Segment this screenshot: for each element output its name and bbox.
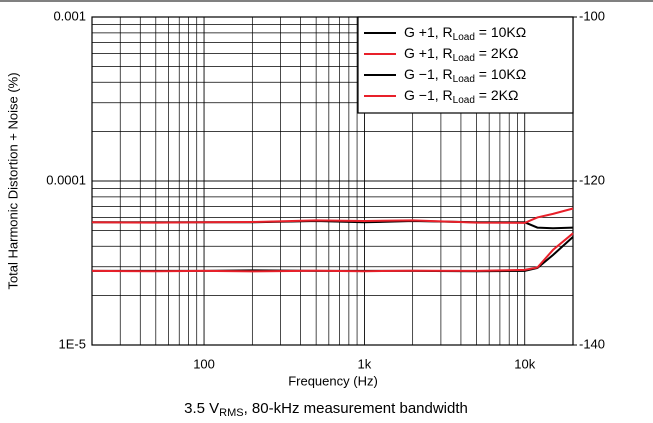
legend-label-subscript: Load	[453, 74, 475, 85]
legend-label-part: = 2KΩ	[475, 87, 519, 103]
y-tick-label: 0.001	[53, 8, 86, 23]
y2-tick-label: -140	[579, 336, 605, 351]
legend-label: G −1, RLoad = 10KΩ	[404, 66, 526, 85]
plot-frame	[91, 16, 574, 346]
y-tick-label: 0.0001	[46, 172, 86, 187]
legend-label-part: G −1, R	[404, 87, 453, 103]
x-axis-label: Frequency (Hz)	[288, 373, 378, 388]
y2-tick-label: -120	[579, 172, 605, 187]
legend-label-subscript: Load	[453, 95, 475, 106]
subtitle: 3.5 VRMS, 80-kHz measurement bandwidth	[184, 400, 468, 419]
x-tick-label: 100	[193, 356, 215, 371]
legend-label-part: G +1, R	[404, 24, 453, 40]
series-line	[91, 207, 574, 224]
legend-label-part: = 10KΩ	[475, 24, 526, 40]
legend-label-part: G +1, R	[404, 45, 453, 61]
legend-label-part: = 10KΩ	[475, 66, 526, 82]
subtitle-subscript: RMS	[219, 407, 243, 419]
legend-label: G +1, RLoad = 10KΩ	[404, 24, 526, 43]
subtitle-part: , 80-kHz measurement bandwidth	[244, 400, 468, 417]
legend-label-subscript: Load	[453, 32, 475, 43]
legend-label-part: = 2KΩ	[475, 45, 519, 61]
legend-label-part: G −1, R	[404, 66, 453, 82]
series-line	[92, 236, 574, 273]
y-tick-label: 1E-5	[59, 336, 86, 351]
series-line	[91, 232, 574, 273]
legend-label-subscript: Load	[453, 53, 475, 64]
y2-tick-label: -100	[579, 8, 605, 23]
subtitle-part: 3.5 V	[184, 400, 219, 417]
x-tick-label: 10k	[514, 356, 535, 371]
legend-label: G −1, RLoad = 2KΩ	[404, 87, 518, 106]
legend-label: G +1, RLoad = 2KΩ	[404, 45, 518, 64]
y-axis-label: Total Harmonic Distortion + Noise (%)	[5, 72, 20, 289]
x-tick-label: 1k	[358, 356, 372, 371]
